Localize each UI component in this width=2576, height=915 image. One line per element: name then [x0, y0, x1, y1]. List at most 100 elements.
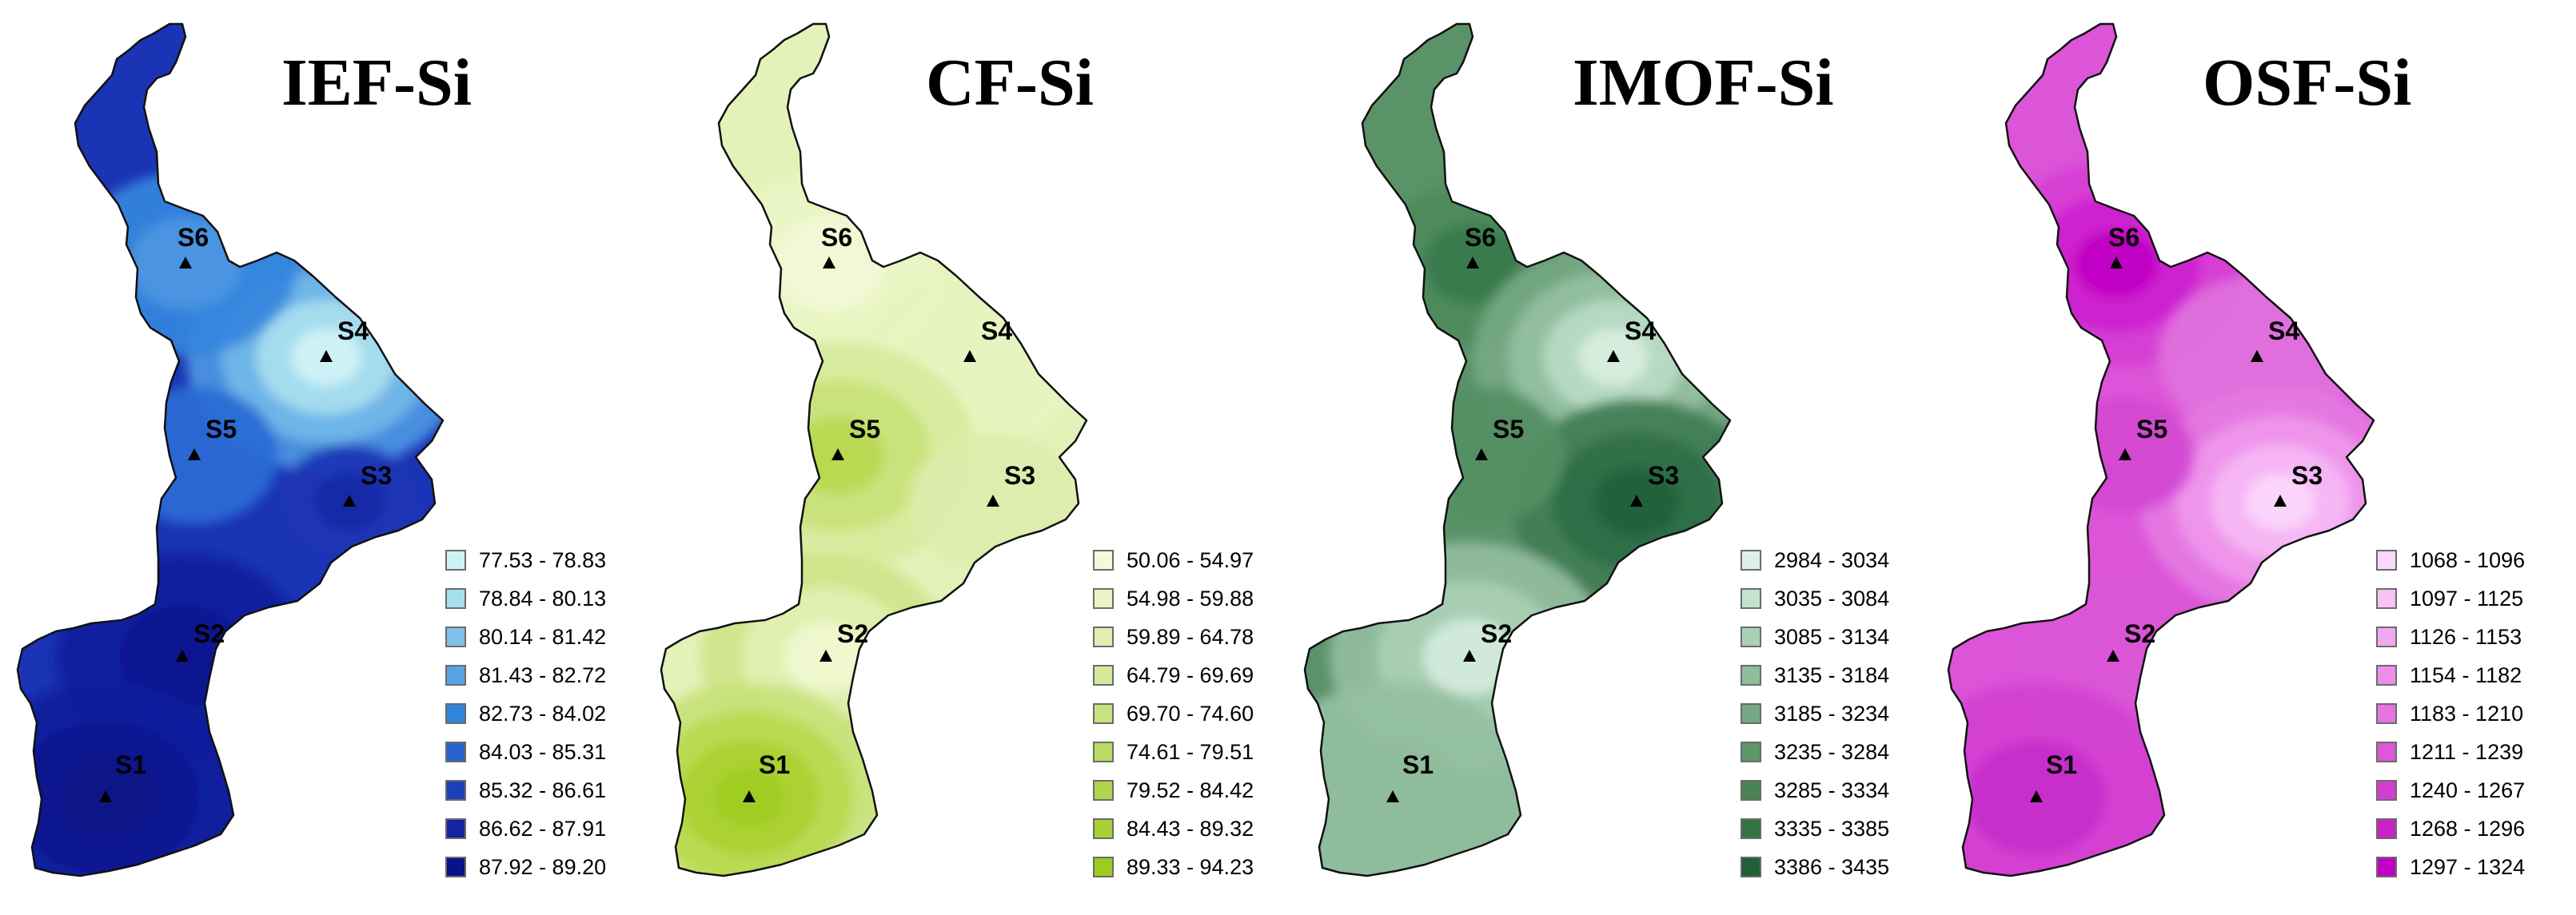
station-marker-icon [819, 650, 832, 662]
legend-label: 82.73 - 84.02 [479, 702, 607, 726]
station-marker-icon [2030, 790, 2043, 802]
legend-label: 3386 - 3435 [1774, 855, 1890, 879]
legend-label: 50.06 - 54.97 [1127, 548, 1254, 572]
station-label-s3: S3 [361, 461, 392, 490]
station-marker-icon [188, 448, 201, 460]
station-label-s3: S3 [1004, 461, 1035, 490]
legend-swatch [1093, 857, 1114, 877]
legend-swatch [445, 780, 466, 801]
legend-label: 1126 - 1153 [2410, 625, 2522, 649]
legend-label: 84.03 - 85.31 [479, 740, 607, 764]
legend-swatch [2376, 742, 2397, 762]
station-marker-icon [2274, 495, 2287, 507]
station-marker-icon [1386, 790, 1399, 802]
station-label-s2: S2 [193, 619, 225, 648]
legend-item: 3085 - 3134 [1741, 622, 1980, 654]
legend-label: 2984 - 3034 [1774, 548, 1890, 572]
legend-swatch [445, 703, 466, 724]
panel-title: CF-Si [926, 46, 1094, 120]
legend-item: 1126 - 1153 [2376, 622, 2576, 654]
legend-swatch [2376, 588, 2397, 609]
legend-item: 3185 - 3234 [1741, 698, 1980, 730]
station-label-s3: S3 [1648, 461, 1679, 490]
station-label-s3: S3 [2291, 461, 2323, 490]
station-label-s4: S4 [337, 316, 369, 345]
station-label-s6: S6 [177, 223, 209, 252]
legend-label: 81.43 - 82.72 [479, 663, 607, 687]
legend-swatch [445, 550, 466, 571]
legend-swatch [1741, 627, 1761, 647]
legend-item: 86.62 - 87.91 [445, 814, 685, 845]
legend-item: 3235 - 3284 [1741, 737, 1980, 769]
legend-swatch [2376, 818, 2397, 839]
legend-swatch [1741, 857, 1761, 877]
legend-label: 74.61 - 79.51 [1127, 740, 1254, 764]
legend-item: 89.33 - 94.23 [1093, 852, 1333, 884]
panel-cf: S1 S2 S3 S4 S5 S6 CF-Si 50.06 - 54.97 54.98 - … [644, 0, 1287, 915]
station-label-s5: S5 [849, 415, 880, 444]
station-label-s4: S4 [981, 316, 1012, 345]
station-marker-icon [1463, 650, 1476, 662]
legend-label: 3235 - 3284 [1774, 740, 1890, 764]
legend-swatch [1093, 703, 1114, 724]
panel-imof: S1 S2 S3 S4 S5 S6 IMOF-Si 2984 - 3034 3035 - 3… [1287, 0, 1931, 915]
panel-title: OSF-Si [2203, 46, 2412, 120]
legend-label: 87.92 - 89.20 [479, 855, 607, 879]
legend-item: 82.73 - 84.02 [445, 698, 685, 730]
legend-item: 3135 - 3184 [1741, 660, 1980, 692]
legend-item: 1297 - 1324 [2376, 852, 2576, 884]
legend-item: 69.70 - 74.60 [1093, 698, 1333, 730]
station-marker-icon [823, 257, 835, 269]
basin-boundary [660, 22, 1088, 877]
legend-swatch [1093, 742, 1114, 762]
station-label-s6: S6 [2108, 223, 2139, 252]
legend-item: 87.92 - 89.20 [445, 852, 685, 884]
legend-label: 3035 - 3084 [1774, 587, 1890, 611]
legend-label: 3135 - 3184 [1774, 663, 1890, 687]
legend-item: 59.89 - 64.78 [1093, 622, 1333, 654]
station-marker-icon [1466, 257, 1479, 269]
legend-item: 3035 - 3084 [1741, 583, 1980, 615]
legend-swatch [1741, 742, 1761, 762]
station-marker-icon [320, 350, 333, 362]
legend-label: 79.52 - 84.42 [1127, 778, 1254, 802]
legend-swatch [445, 857, 466, 877]
station-label-s1: S1 [2046, 750, 2077, 779]
legend-swatch [2376, 857, 2397, 877]
station-label-s2: S2 [837, 619, 868, 648]
legend-swatch [2376, 780, 2397, 801]
legend-swatch [1741, 818, 1761, 839]
station-marker-icon [1630, 495, 1643, 507]
legend-label: 84.43 - 89.32 [1127, 817, 1254, 841]
panel-osf: S1 S2 S3 S4 S5 S6 OSF-Si 1068 - 1096 1097 - 11… [1931, 0, 2574, 915]
map: S1 S2 S3 S4 S5 S6 [1303, 22, 1732, 877]
legend-item: 84.43 - 89.32 [1093, 814, 1333, 845]
station-label-s5: S5 [205, 415, 237, 444]
legend-label: 3335 - 3385 [1774, 817, 1890, 841]
legend-swatch [2376, 665, 2397, 686]
legend-swatch [1093, 665, 1114, 686]
map: S1 S2 S3 S4 S5 S6 [1947, 22, 2375, 877]
station-marker-icon [831, 448, 844, 460]
legend-item: 1097 - 1125 [2376, 583, 2576, 615]
legend-item: 64.79 - 69.69 [1093, 660, 1333, 692]
legend-swatch [1741, 550, 1761, 571]
station-marker-icon [2251, 350, 2263, 362]
station-label-s5: S5 [2136, 415, 2167, 444]
legend-item: 54.98 - 59.88 [1093, 583, 1333, 615]
legend-item: 1068 - 1096 [2376, 545, 2576, 577]
legend-label: 3185 - 3234 [1774, 702, 1890, 726]
station-label-s1: S1 [759, 750, 790, 779]
legend-label: 1297 - 1324 [2410, 855, 2526, 879]
station-marker-icon [1475, 448, 1488, 460]
legend-item: 2984 - 3034 [1741, 545, 1980, 577]
station-label-s6: S6 [821, 223, 852, 252]
station-marker-icon [2110, 257, 2123, 269]
legend-label: 77.53 - 78.83 [479, 548, 607, 572]
legend-swatch [1093, 627, 1114, 647]
legend-label: 1068 - 1096 [2410, 548, 2526, 572]
legend-item: 3335 - 3385 [1741, 814, 1980, 845]
station-label-s2: S2 [1481, 619, 1512, 648]
basin-boundary [16, 22, 445, 877]
